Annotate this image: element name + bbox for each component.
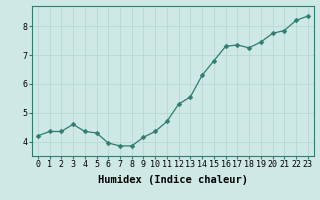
X-axis label: Humidex (Indice chaleur): Humidex (Indice chaleur) [98,175,248,185]
